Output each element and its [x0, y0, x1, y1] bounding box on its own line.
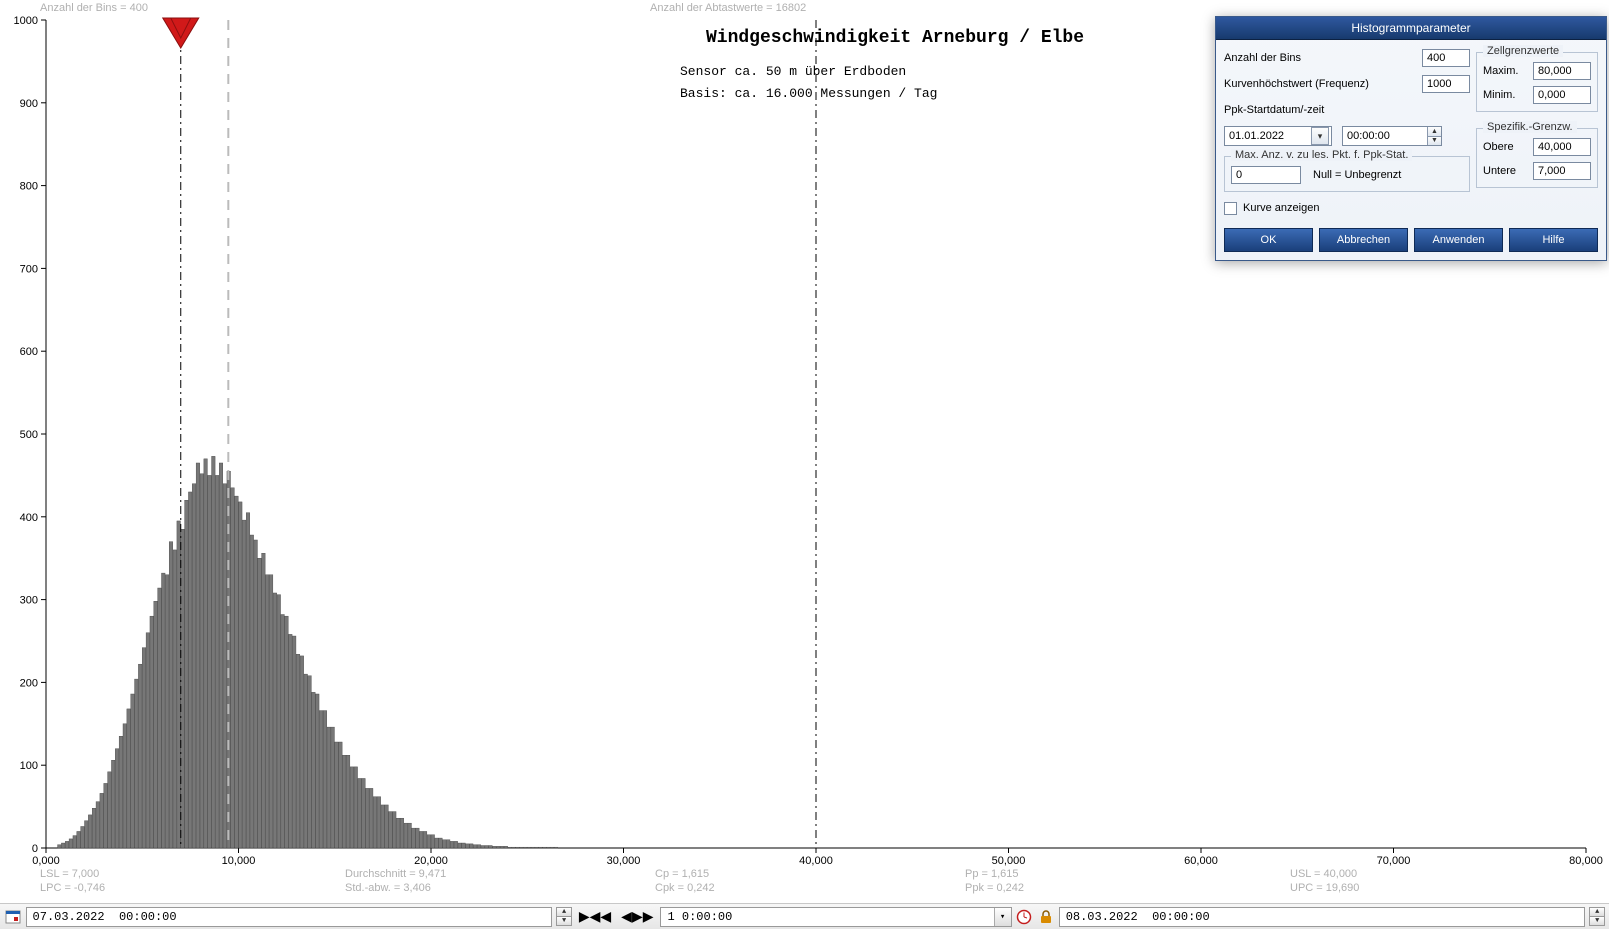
- bins-label: Anzahl der Bins: [1224, 52, 1301, 64]
- chevron-down-icon: ▾: [994, 908, 1011, 926]
- svg-text:80,000: 80,000: [1569, 855, 1603, 867]
- spec-lower-input[interactable]: [1533, 162, 1591, 180]
- cancel-button[interactable]: Abbrechen: [1319, 228, 1408, 252]
- stat-usl: USL = 40,000: [1290, 868, 1357, 880]
- svg-text:300: 300: [20, 595, 38, 607]
- svg-text:60,000: 60,000: [1184, 855, 1218, 867]
- stat-pp: Pp = 1,615: [965, 868, 1019, 880]
- spec-lower-label: Untere: [1483, 165, 1516, 177]
- cell-max-input[interactable]: [1533, 62, 1591, 80]
- spec-upper-label: Obere: [1483, 141, 1514, 153]
- svg-text:50,000: 50,000: [992, 855, 1026, 867]
- chart-subtitle-2: Basis: ca. 16.000 Messungen / Tag: [680, 86, 937, 101]
- celllimits-legend: Zellgrenzwerte: [1483, 45, 1563, 57]
- svg-text:20,000: 20,000: [414, 855, 448, 867]
- celllimits-fieldset: Zellgrenzwerte Maxim. Minim.: [1476, 52, 1598, 112]
- cell-max-label: Maxim.: [1483, 65, 1518, 77]
- showcurve-label: Kurve anzeigen: [1243, 202, 1319, 214]
- end-datetime-input[interactable]: [1059, 907, 1586, 927]
- svg-text:0: 0: [32, 843, 38, 855]
- maxpoints-legend: Max. Anz. v. zu les. Pkt. f. Ppk-Stat.: [1231, 149, 1412, 161]
- start-datetime-input[interactable]: [26, 907, 553, 927]
- peak-label: Kurvenhöchstwert (Frequenz): [1224, 78, 1369, 90]
- cell-min-label: Minim.: [1483, 89, 1515, 101]
- maxpoints-hint: Null = Unbegrenzt: [1313, 169, 1401, 181]
- svg-text:70,000: 70,000: [1377, 855, 1411, 867]
- timespan-dropdown[interactable]: 1 0:00:00 ▾: [660, 907, 1011, 927]
- svg-text:30,000: 30,000: [607, 855, 641, 867]
- svg-text:100: 100: [20, 760, 38, 772]
- jump-next-icon[interactable]: ◀▶▶: [618, 908, 656, 925]
- cell-min-input[interactable]: [1533, 86, 1591, 104]
- svg-text:0,000: 0,000: [32, 855, 60, 867]
- stat-cp: Cp = 1,615: [655, 868, 709, 880]
- svg-text:40,000: 40,000: [799, 855, 833, 867]
- maxpoints-input[interactable]: [1231, 166, 1301, 184]
- ppk-time-value: 00:00:00: [1343, 127, 1427, 145]
- svg-text:500: 500: [20, 429, 38, 441]
- svg-text:1000: 1000: [14, 15, 38, 27]
- chart-subtitle-1: Sensor ca. 50 m über Erdboden: [680, 64, 906, 79]
- apply-button[interactable]: Anwenden: [1414, 228, 1503, 252]
- ppk-time-spinner[interactable]: 00:00:00 ▲▼: [1342, 126, 1442, 146]
- chevron-down-icon: ▾: [1311, 127, 1329, 145]
- peak-input[interactable]: [1422, 75, 1470, 93]
- jump-prev-icon[interactable]: ▶◀◀: [576, 908, 614, 925]
- speclimits-legend: Spezifik.-Grenzw.: [1483, 121, 1577, 133]
- speclimits-fieldset: Spezifik.-Grenzw. Obere Untere: [1476, 128, 1598, 188]
- top-samples-label: Anzahl der Abtastwerte = 16802: [650, 2, 806, 14]
- ppk-date-value: 01.01.2022: [1229, 130, 1284, 142]
- showcurve-checkbox[interactable]: [1224, 202, 1237, 215]
- stat-cpk: Cpk = 0,242: [655, 882, 715, 894]
- calendar-icon[interactable]: [4, 908, 22, 926]
- ppk-date-label: Ppk-Startdatum/-zeit: [1224, 104, 1324, 116]
- svg-text:10,000: 10,000: [222, 855, 256, 867]
- timespan-value: 1 0:00:00: [667, 910, 732, 924]
- dialog-title: Histogrammparameter: [1216, 17, 1606, 40]
- stat-mean: Durchschnitt = 9,471: [345, 868, 446, 880]
- maxpoints-fieldset: Max. Anz. v. zu les. Pkt. f. Ppk-Stat. N…: [1224, 156, 1470, 192]
- clock-icon[interactable]: [1016, 908, 1034, 926]
- stat-upc: UPC = 19,690: [1290, 882, 1359, 894]
- help-button[interactable]: Hilfe: [1509, 228, 1598, 252]
- stat-ppk: Ppk = 0,242: [965, 882, 1024, 894]
- bins-input[interactable]: [1422, 49, 1470, 67]
- svg-text:700: 700: [20, 263, 38, 275]
- top-bins-label: Anzahl der Bins = 400: [40, 2, 148, 14]
- spec-upper-input[interactable]: [1533, 138, 1591, 156]
- chart-title: Windgeschwindigkeit Arneburg / Elbe: [670, 28, 1120, 48]
- histogram-params-dialog: Histogrammparameter Anzahl der Bins Kurv…: [1215, 16, 1607, 261]
- stat-lsl: LSL = 7,000: [40, 868, 99, 880]
- ok-button[interactable]: OK: [1224, 228, 1313, 252]
- svg-text:600: 600: [20, 346, 38, 358]
- end-datetime-spinner[interactable]: ▲▼: [1589, 907, 1605, 926]
- start-datetime-spinner[interactable]: ▲▼: [556, 907, 572, 926]
- ppk-date-dropdown[interactable]: 01.01.2022 ▾: [1224, 126, 1332, 146]
- stat-std: Std.-abw. = 3,406: [345, 882, 431, 894]
- spin-down-icon[interactable]: ▼: [1427, 136, 1441, 146]
- svg-text:400: 400: [20, 512, 38, 524]
- svg-text:800: 800: [20, 181, 38, 193]
- svg-text:200: 200: [20, 677, 38, 689]
- lock-icon[interactable]: [1037, 908, 1055, 926]
- spin-up-icon[interactable]: ▲: [1427, 127, 1441, 136]
- svg-text:900: 900: [20, 98, 38, 110]
- time-toolbar: ▲▼ ▶◀◀ ◀▶▶ 1 0:00:00 ▾ ▲▼: [0, 903, 1609, 929]
- stat-lpc: LPC = -0,746: [40, 882, 105, 894]
